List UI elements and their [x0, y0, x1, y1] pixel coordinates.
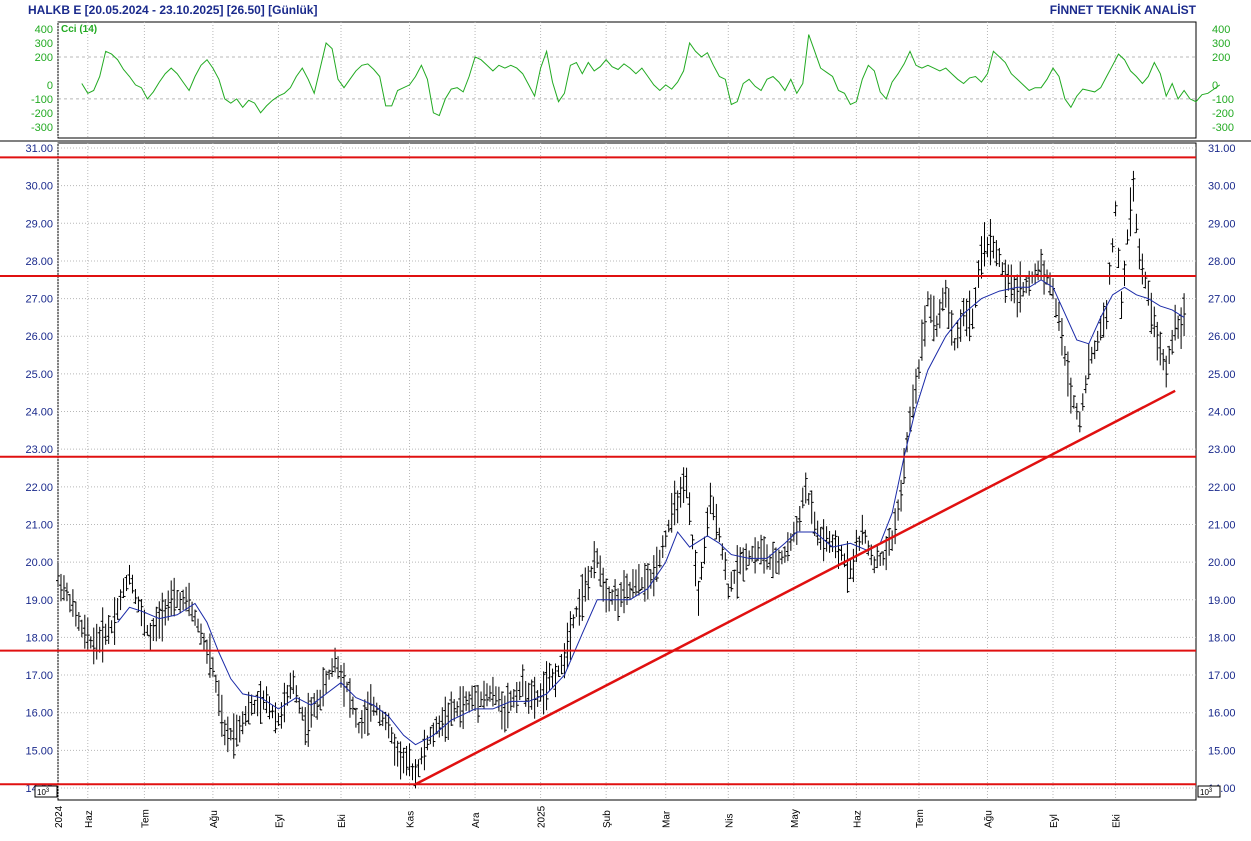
- price-bars: [56, 170, 1187, 789]
- x-tick-label: Ara: [471, 812, 482, 828]
- y-tick-label-right: 27.00: [1208, 294, 1236, 306]
- y-tick-label-left: 18.00: [25, 632, 53, 644]
- x-tick-label: Kas: [406, 811, 417, 828]
- y-tick-label-left: 20.00: [25, 557, 53, 569]
- cci-y-tick-right: 300: [1212, 38, 1230, 50]
- cci-y-tick-left: -100: [31, 94, 53, 106]
- cci-y-tick-right: -100: [1212, 94, 1234, 106]
- price-panel-frame: [57, 142, 1197, 801]
- x-tick-label: Ağu: [209, 810, 220, 828]
- y-tick-label-right: 18.00: [1208, 632, 1236, 644]
- x-tick-label: Eki: [1112, 814, 1123, 828]
- y-tick-label-left: 16.00: [25, 708, 53, 720]
- cci-title: Cci (14): [61, 24, 97, 35]
- moving-average-line: [117, 279, 1185, 746]
- y-tick-label-left: 30.00: [25, 181, 53, 193]
- cci-y-tick-left: 0: [47, 80, 53, 92]
- y-tick-label-left: 29.00: [25, 218, 53, 230]
- x-tick-label: Mar: [662, 810, 673, 828]
- cci-y-tick-left: 300: [35, 38, 53, 50]
- y-tick-label-right: 22.00: [1208, 482, 1236, 494]
- y-tick-label-left: 26.00: [25, 331, 53, 343]
- x-tick-label: 2024: [54, 805, 65, 828]
- x-tick-label: Eki: [337, 814, 348, 828]
- cci-y-tick-left: -300: [31, 122, 53, 134]
- y-tick-label-left: 25.00: [25, 369, 53, 381]
- cci-y-tick-left: 200: [35, 52, 53, 64]
- y-tick-label-left: 23.00: [25, 444, 53, 456]
- scale-badge-left-box: [34, 785, 58, 798]
- cci-series-line: [81, 34, 1221, 117]
- y-tick-label-right: 15.00: [1208, 745, 1236, 757]
- y-tick-label-left: 31.00: [25, 143, 53, 155]
- y-tick-label-right: 29.00: [1208, 218, 1236, 230]
- x-tick-label: Tem: [915, 809, 926, 828]
- x-tick-label: Eyl: [1049, 814, 1060, 828]
- y-tick-label-left: 19.00: [25, 595, 53, 607]
- y-tick-label-left: 27.00: [25, 294, 53, 306]
- y-tick-label-left: 15.00: [25, 745, 53, 757]
- chart-title: HALKB E [20.05.2024 - 23.10.2025] [26.50…: [28, 3, 318, 17]
- y-tick-label-right: 28.00: [1208, 256, 1236, 268]
- cci-y-tick-right: 200: [1212, 52, 1230, 64]
- trendline: [414, 389, 1176, 786]
- x-tick-label: 2025: [537, 805, 548, 828]
- y-tick-label-right: 26.00: [1208, 331, 1236, 343]
- x-tick-label: Haz: [852, 810, 863, 828]
- x-tick-label: Tem: [140, 809, 151, 828]
- y-tick-label-left: 22.00: [25, 482, 53, 494]
- y-tick-label-right: 30.00: [1208, 181, 1236, 193]
- y-tick-label-right: 24.00: [1208, 407, 1236, 419]
- x-tick-label: Ağu: [983, 810, 994, 828]
- x-tick-label: Nis: [724, 814, 735, 828]
- cci-y-tick-left: -200: [31, 108, 53, 120]
- y-tick-label-right: 23.00: [1208, 444, 1236, 456]
- x-tick-label: Eyl: [274, 814, 285, 828]
- y-tick-label-right: 31.00: [1208, 143, 1236, 155]
- scale-badge-right: 103: [1200, 788, 1213, 797]
- cci-y-tick-right: -300: [1212, 122, 1234, 134]
- x-tick-label: May: [790, 809, 801, 828]
- y-tick-label-left: 21.00: [25, 519, 53, 531]
- y-tick-label-right: 17.00: [1208, 670, 1236, 682]
- x-tick-label: Şub: [602, 810, 613, 828]
- cci-panel-frame: [57, 21, 1197, 139]
- scale-badge-right-box: [1197, 785, 1221, 798]
- y-tick-label-right: 19.00: [1208, 595, 1236, 607]
- y-tick-label-right: 16.00: [1208, 708, 1236, 720]
- y-tick-label-left: 28.00: [25, 256, 53, 268]
- y-tick-label-left: 24.00: [25, 407, 53, 419]
- scale-badge-left: 103: [37, 788, 50, 797]
- cci-y-tick-right: 400: [1212, 24, 1230, 36]
- y-tick-label-right: 20.00: [1208, 557, 1236, 569]
- cci-y-tick-right: -200: [1212, 108, 1234, 120]
- cci-y-tick-right: 0: [1212, 80, 1218, 92]
- x-tick-label: Haz: [84, 810, 95, 828]
- cci-y-tick-left: 400: [35, 24, 53, 36]
- y-tick-label-left: 17.00: [25, 670, 53, 682]
- y-tick-label-right: 25.00: [1208, 369, 1236, 381]
- brand-label: FİNNET TEKNİK ANALİST: [1049, 3, 1196, 17]
- y-tick-label-right: 21.00: [1208, 519, 1236, 531]
